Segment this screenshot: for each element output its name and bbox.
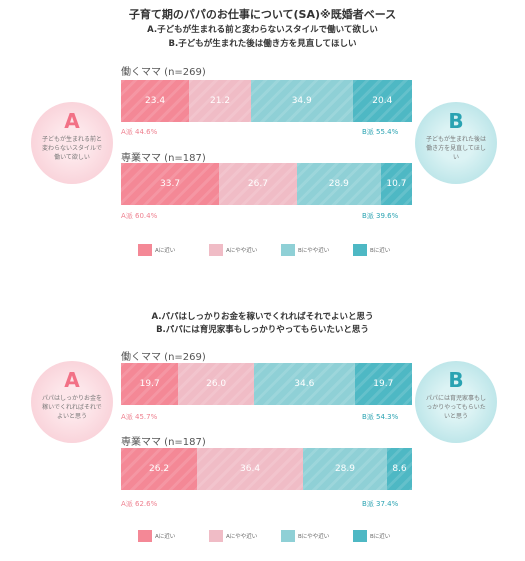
segment-b-close: 19.7: [354, 363, 412, 405]
a-share-label: A派 44.6%: [121, 128, 158, 136]
a-share-label: A派 45.7%: [121, 413, 158, 421]
stacked-bar: 19.7 26.0 34.6 19.7: [121, 363, 412, 405]
segment-a-close: 23.4: [121, 80, 190, 122]
segment-b-close: 8.6: [386, 448, 412, 490]
chart-2-subtitle-b: B.パパには育児家事もしっかりやってもらいたいと思う: [156, 325, 369, 335]
segment-a-rather: 26.7: [219, 163, 297, 205]
legend-swatch: [209, 244, 223, 256]
legend-item: Aに近い: [138, 244, 175, 256]
group-label-housewife: 専業ママ (n=187): [121, 153, 206, 164]
a-share-label: A派 62.6%: [121, 500, 158, 508]
legend-label: Aにやや近い: [226, 248, 258, 254]
legend-label: Aに近い: [155, 534, 176, 540]
segment-b-rather: 28.9: [302, 448, 387, 490]
chart-2-bubble-a: A パパはしっかりお金を稼いでくれればそれでよいと思う: [31, 361, 113, 443]
bubble-b-letter: B: [448, 109, 464, 133]
chart-1-subtitle-b: B.子どもが生まれた後は働き方を見直してほしい: [168, 39, 357, 49]
b-share-label: B派 54.3%: [362, 413, 399, 421]
segment-b-close: 20.4: [352, 80, 412, 122]
bubble-b-letter: B: [448, 368, 464, 392]
segment-b-rather: 34.9: [250, 80, 353, 122]
legend-label: Aにやや近い: [226, 534, 258, 540]
legend-swatch: [353, 244, 367, 256]
chart-2-bubble-b: B パパには育児家事もしっかりやってもらいたいと思う: [415, 361, 497, 443]
legend-label: Bにやや近い: [298, 248, 330, 254]
bubble-a-letter: A: [64, 109, 80, 133]
legend-item: Bにやや近い: [281, 530, 329, 542]
b-share-label: B派 39.6%: [362, 212, 399, 220]
segment-b-rather: 28.9: [296, 163, 381, 205]
legend-swatch: [209, 530, 223, 542]
segment-b-rather: 34.6: [253, 363, 355, 405]
b-share-label: B派 55.4%: [362, 128, 399, 136]
group-label-working-mom: 働くママ (n=269): [121, 352, 206, 363]
legend-item: Bに近い: [353, 530, 390, 542]
segment-a-rather: 21.2: [189, 80, 251, 122]
segment-b-close: 10.7: [380, 163, 412, 205]
chart-1-bubble-b: B 子どもが生まれた後は働き方を見直してほしい: [415, 102, 497, 184]
legend-label: Bに近い: [370, 534, 391, 540]
chart-1-bubble-a: A 子どもが生まれる前と変わらないスタイルで働いて欲しい: [31, 102, 113, 184]
legend-label: Aに近い: [155, 248, 176, 254]
legend-item: Bに近い: [353, 244, 390, 256]
legend-label: Bにやや近い: [298, 534, 330, 540]
legend-item: Aにやや近い: [209, 530, 257, 542]
chart-2-subtitle-a: A.パパはしっかりお金を稼いでくれればそれでよいと思う: [151, 312, 374, 322]
b-share-label: B派 37.4%: [362, 500, 399, 508]
legend: Aに近い Aにやや近い Bにやや近い Bに近い: [0, 530, 525, 544]
legend-swatch: [281, 244, 295, 256]
legend-item: Aにやや近い: [209, 244, 257, 256]
stacked-bar: 26.2 36.4 28.9 8.6: [121, 448, 412, 490]
legend-item: Aに近い: [138, 530, 175, 542]
segment-a-close: 19.7: [121, 363, 179, 405]
bubble-b-text: パパには育児家事もしっかりやってもらいたいと思う: [425, 395, 486, 420]
legend-item: Bにやや近い: [281, 244, 329, 256]
legend-swatch: [138, 244, 152, 256]
group-label-working-mom: 働くママ (n=269): [121, 67, 206, 78]
legend: Aに近い Aにやや近い Bにやや近い Bに近い: [0, 244, 525, 258]
segment-a-close: 33.7: [121, 163, 220, 205]
segment-a-close: 26.2: [121, 448, 198, 490]
bubble-a-text: 子どもが生まれる前と変わらないスタイルで働いて欲しい: [41, 136, 102, 161]
main-title: 子育て期のパパのお仕事について(SA)※既婚者ベース: [128, 8, 397, 21]
bubble-a-letter: A: [64, 368, 80, 392]
segment-a-rather: 36.4: [197, 448, 303, 490]
legend-swatch: [138, 530, 152, 542]
legend-swatch: [281, 530, 295, 542]
chart-1-subtitle-a: A.子どもが生まれる前と変わらないスタイルで働いて欲しい: [147, 25, 378, 35]
segment-a-rather: 26.0: [178, 363, 254, 405]
bubble-b-text: 子どもが生まれた後は働き方を見直してほしい: [425, 136, 486, 161]
legend-swatch: [353, 530, 367, 542]
stacked-bar: 23.4 21.2 34.9 20.4: [121, 80, 412, 122]
group-label-housewife: 専業ママ (n=187): [121, 437, 206, 448]
a-share-label: A派 60.4%: [121, 212, 158, 220]
stacked-bar: 33.7 26.7 28.9 10.7: [121, 163, 412, 205]
legend-label: Bに近い: [370, 248, 391, 254]
bubble-a-text: パパはしっかりお金を稼いでくれればそれでよいと思う: [41, 395, 102, 420]
